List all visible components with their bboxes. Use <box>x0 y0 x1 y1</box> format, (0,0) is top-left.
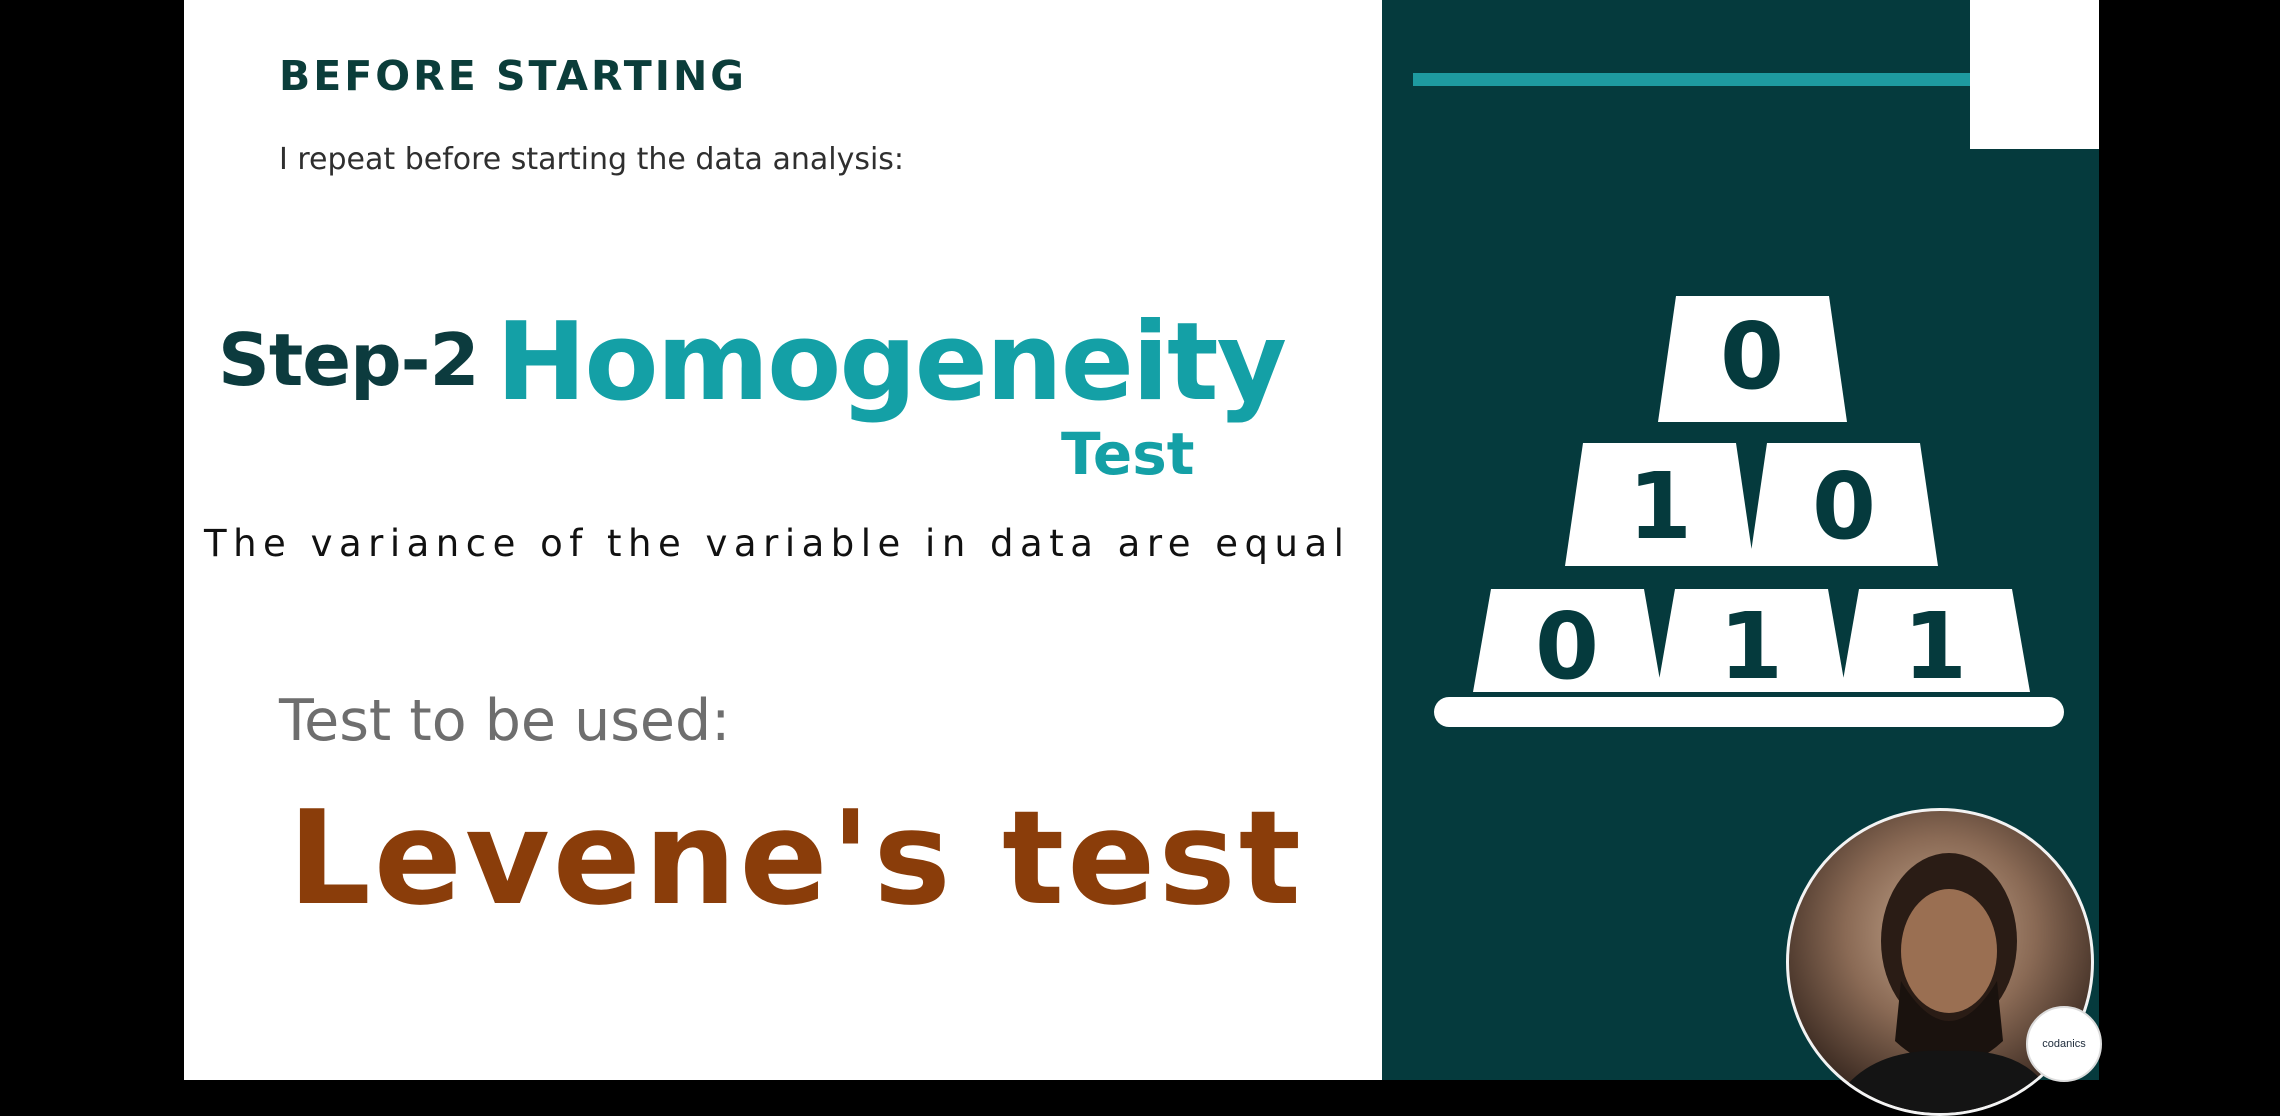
test-prompt: Test to be used: <box>279 688 731 754</box>
codanics-logo: codanics <box>2026 1006 2102 1082</box>
pyramid-block <box>1473 589 1662 692</box>
pyramid-block <box>1565 443 1754 566</box>
pyramid-base <box>1434 697 2064 727</box>
binary-pyramid-icon: 0 1 0 0 1 1 <box>1434 296 2064 727</box>
pyramid-digit: 1 <box>1628 453 1692 560</box>
pyramid-digit: 0 <box>1535 593 1599 700</box>
pyramid-digit: 0 <box>1812 453 1876 560</box>
definition-text: The variance of the variable in data are… <box>204 522 1351 565</box>
step-title-second-line: Test <box>1061 420 1195 488</box>
slide-heading: BEFORE STARTING <box>279 52 747 100</box>
step-label: Step-2 <box>218 318 480 402</box>
pyramid-block <box>1749 443 1938 566</box>
decorative-square <box>1970 0 2099 149</box>
slide-content-panel: BEFORE STARTING I repeat before starting… <box>184 0 1382 1080</box>
slide: BEFORE STARTING I repeat before starting… <box>184 0 2099 1080</box>
pyramid-digit: 0 <box>1720 303 1784 410</box>
pyramid-digit: 1 <box>1903 593 1967 700</box>
pyramid-block <box>1841 589 2030 692</box>
pyramid-block <box>1658 296 1847 422</box>
pyramid-digit: 1 <box>1719 593 1783 700</box>
step-title: Homogeneity <box>496 300 1287 425</box>
intro-text: I repeat before starting the data analys… <box>279 142 905 177</box>
decorative-bar <box>1413 73 2099 86</box>
pyramid-block <box>1657 589 1846 692</box>
test-name: Levene's test <box>288 782 1304 934</box>
